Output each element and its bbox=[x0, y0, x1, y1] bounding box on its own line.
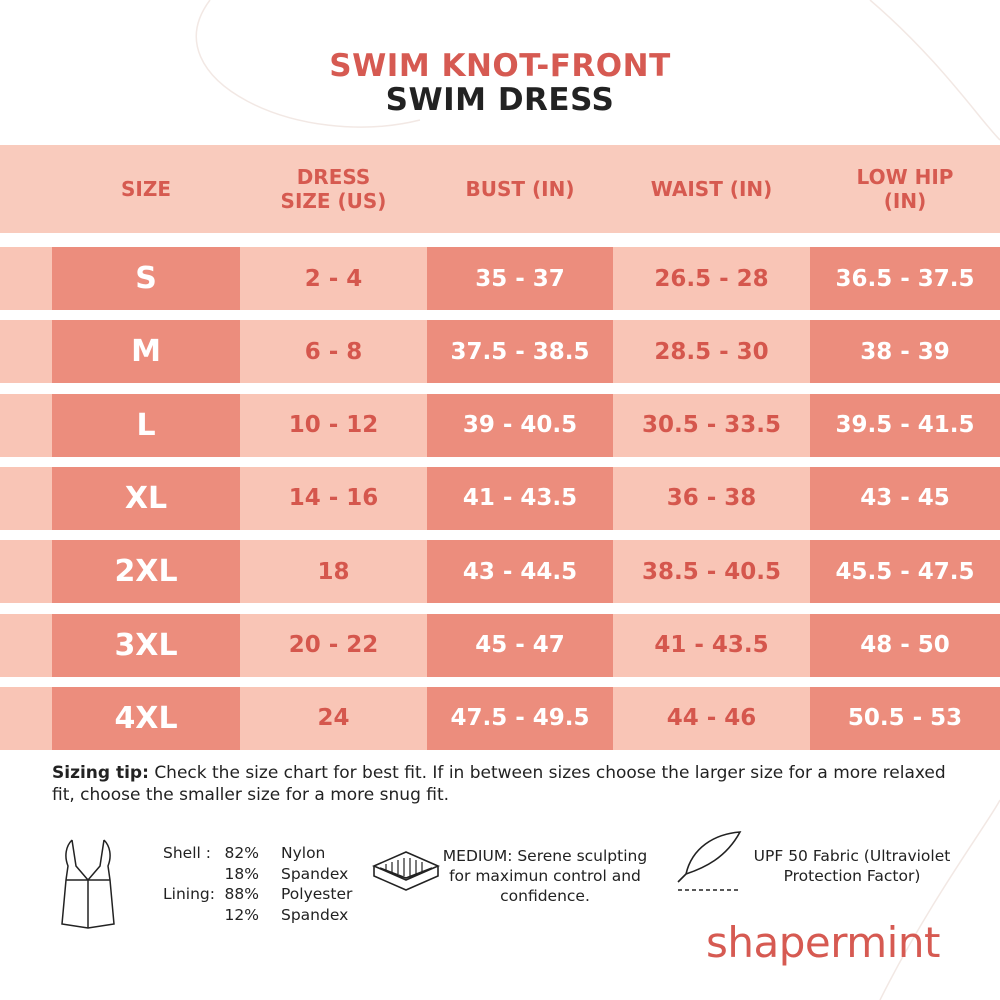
size-cell: M bbox=[52, 320, 240, 384]
value-cell: 45.5 - 47.5 bbox=[810, 540, 1000, 604]
size-cell: XL bbox=[52, 466, 240, 530]
column-header: DRESS SIZE (US) bbox=[280, 165, 387, 213]
fabric-percent: 18% bbox=[224, 864, 259, 883]
value-cell: 38 - 39 bbox=[810, 320, 1000, 384]
compression-icon bbox=[372, 851, 440, 891]
fabric-percent: 88% bbox=[224, 885, 259, 903]
column-header: WAIST (IN) bbox=[650, 177, 773, 201]
upf-text: UPF 50 Fabric (Ultraviolet Protection Fa… bbox=[753, 847, 951, 885]
size-cell: S bbox=[52, 247, 240, 310]
fabric-material: Nylon bbox=[281, 844, 326, 862]
fabric-material: Polyester bbox=[281, 885, 353, 903]
upf-icon bbox=[677, 831, 742, 891]
value-cell: 47.5 - 49.5 bbox=[427, 686, 613, 750]
value-cell: 43 - 44.5 bbox=[427, 540, 613, 604]
value-cell: 37.5 - 38.5 bbox=[427, 320, 613, 384]
size-cell: 3XL bbox=[52, 613, 240, 677]
size-cell: 2XL bbox=[52, 540, 240, 604]
value-cell: 28.5 - 30 bbox=[613, 320, 810, 384]
value-cell: 44 - 46 bbox=[613, 686, 810, 750]
fabric-line: Lining: 88% Polyester bbox=[163, 884, 352, 905]
fabric-material: Spandex bbox=[281, 864, 349, 883]
value-cell: 41 - 43.5 bbox=[427, 466, 613, 530]
fabric-percent: 12% bbox=[224, 905, 259, 924]
value-cell: 30.5 - 33.5 bbox=[613, 393, 810, 457]
fabric-line: 12% Spandex bbox=[163, 905, 352, 926]
column-header: BUST (IN) bbox=[465, 177, 575, 201]
value-cell: 2 - 4 bbox=[240, 247, 427, 310]
value-cell: 6 - 8 bbox=[240, 320, 427, 384]
fabric-label: Shell : bbox=[163, 844, 211, 862]
fabric-label: Lining: bbox=[163, 885, 215, 903]
fabric-indent bbox=[163, 864, 215, 885]
value-cell: 45 - 47 bbox=[427, 613, 613, 677]
header-band bbox=[0, 145, 1000, 233]
value-cell: 10 - 12 bbox=[240, 393, 427, 457]
tip-label: Sizing tip: bbox=[52, 763, 149, 783]
value-cell: 41 - 43.5 bbox=[613, 613, 810, 677]
value-cell: 50.5 - 53 bbox=[810, 686, 1000, 750]
title-line2: SWIM DRESS bbox=[385, 82, 615, 118]
value-cell: 36.5 - 37.5 bbox=[810, 247, 1000, 310]
fabric-percent: 82% bbox=[224, 844, 259, 862]
value-cell: 39 - 40.5 bbox=[427, 393, 613, 457]
dress-icon bbox=[61, 839, 115, 929]
size-cell: L bbox=[52, 393, 240, 457]
column-header: SIZE bbox=[120, 177, 171, 201]
value-cell: 18 bbox=[240, 540, 427, 604]
fabric-list: Shell : 82% Nylon 18% Spandex Lining: 88% Polye… bbox=[163, 843, 352, 925]
size-cell: 4XL bbox=[52, 686, 240, 750]
value-cell: 14 - 16 bbox=[240, 466, 427, 530]
sizing-tip: Sizing tip: Check the size chart for bes… bbox=[52, 762, 952, 806]
column-header: LOW HIP (IN) bbox=[856, 165, 954, 213]
compression-text: MEDIUM: Serene sculpting for maximun con… bbox=[442, 847, 648, 905]
fabric-line: 18% Spandex bbox=[163, 864, 352, 885]
value-cell: 35 - 37 bbox=[427, 247, 613, 310]
value-cell: 24 bbox=[240, 686, 427, 750]
fabric-material: Spandex bbox=[281, 905, 349, 924]
value-cell: 26.5 - 28 bbox=[613, 247, 810, 310]
value-cell: 43 - 45 bbox=[810, 466, 1000, 530]
tip-text: Check the size chart for best fit. If in… bbox=[52, 763, 946, 805]
value-cell: 48 - 50 bbox=[810, 613, 1000, 677]
value-cell: 38.5 - 40.5 bbox=[613, 540, 810, 604]
fabric-indent bbox=[163, 905, 215, 926]
fabric-line: Shell : 82% Nylon bbox=[163, 843, 352, 864]
value-cell: 20 - 22 bbox=[240, 613, 427, 677]
brand-logo: shapermint bbox=[706, 918, 940, 967]
title-line1: SWIM KNOT-FRONT bbox=[329, 48, 671, 84]
value-cell: 39.5 - 41.5 bbox=[810, 393, 1000, 457]
value-cell: 36 - 38 bbox=[613, 466, 810, 530]
